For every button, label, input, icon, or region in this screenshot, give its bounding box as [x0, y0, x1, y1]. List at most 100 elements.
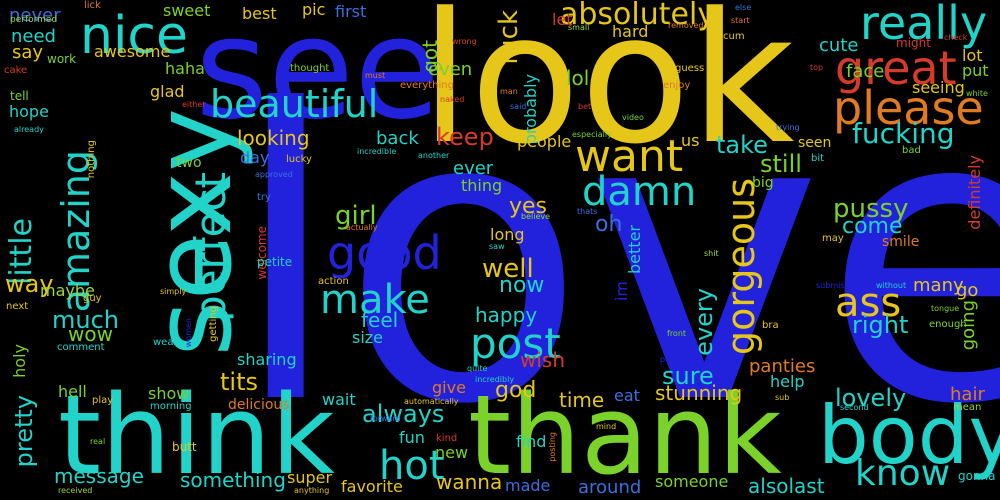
cloud-word: lovely	[835, 384, 907, 412]
cloud-word: sure	[662, 362, 714, 390]
cloud-word: ever	[453, 158, 494, 179]
cloud-word: take	[716, 131, 768, 159]
cloud-word: many	[913, 275, 964, 296]
cloud-word: play	[92, 395, 114, 406]
cloud-word: work	[47, 52, 77, 66]
cloud-word: women	[184, 318, 193, 348]
cloud-word: im	[612, 281, 631, 302]
cloud-word: come	[842, 214, 903, 239]
cloud-word: message	[54, 464, 144, 488]
cloud-word: want	[575, 131, 684, 182]
cloud-word: thing	[461, 176, 503, 195]
cloud-word: incredible	[357, 147, 397, 156]
cloud-word: must	[365, 71, 386, 80]
cloud-word: please	[833, 81, 984, 135]
cloud-word: white	[966, 89, 988, 98]
cloud-word: perfect	[186, 172, 235, 322]
cloud-word: glad	[150, 82, 185, 101]
cloud-word: submission	[816, 281, 861, 290]
cloud-word: video	[622, 113, 644, 122]
cloud-word: stunning	[655, 381, 743, 405]
cloud-word: especially	[572, 130, 612, 139]
cloud-word: getting	[208, 306, 219, 342]
cloud-word: great	[835, 41, 957, 95]
cloud-word: still	[760, 150, 802, 178]
cloud-word: front	[667, 329, 687, 338]
cloud-word: everything	[400, 80, 454, 91]
cloud-word: seen	[798, 135, 832, 151]
cloud-word: around	[578, 477, 642, 498]
cloud-word: keep	[436, 123, 494, 151]
cloud-word: thought	[290, 63, 330, 74]
cloud-word: bit	[811, 153, 825, 164]
cloud-word: action	[318, 276, 349, 287]
cloud-word: nice	[80, 6, 188, 66]
cloud-word: see	[195, 0, 441, 151]
cloud-word: else	[735, 3, 752, 12]
cloud-word: think	[58, 371, 335, 499]
cloud-word: fucking	[852, 117, 955, 150]
cloud-word: now	[499, 273, 545, 298]
cloud-word: picture	[707, 84, 716, 112]
cloud-word: feel	[361, 308, 399, 332]
cloud-word: wait	[322, 390, 356, 409]
cloud-word: alsolast	[748, 474, 825, 498]
cloud-word: already	[14, 125, 44, 134]
cloud-word: lucky	[286, 154, 312, 165]
cloud-word: anything	[294, 486, 330, 495]
cloud-word: look	[420, 0, 795, 184]
cloud-word: tell	[10, 89, 29, 103]
cloud-word: fuck	[494, 10, 524, 65]
cloud-word: never	[9, 5, 61, 26]
cloud-word: fun	[399, 428, 425, 447]
cloud-word: saw	[489, 242, 505, 251]
cloud-word: wrong	[452, 37, 477, 46]
cloud-word: next	[6, 301, 29, 312]
cloud-word: definitely	[965, 155, 984, 230]
cloud-word: long	[490, 225, 525, 244]
cloud-word: comment	[57, 342, 105, 353]
cloud-word: automatically	[404, 397, 459, 406]
cloud-word: smile	[882, 234, 920, 250]
cloud-word: cake	[4, 65, 28, 76]
cloud-word: quite	[467, 364, 488, 373]
cloud-word: body	[818, 389, 1000, 482]
cloud-word: wear	[153, 337, 178, 348]
cloud-word: butt	[172, 440, 197, 454]
cloud-word: put	[962, 61, 989, 80]
cloud-word: awesome	[94, 42, 171, 61]
cloud-word: time	[559, 388, 605, 412]
cloud-word: find	[516, 432, 547, 451]
cloud-word: happy	[475, 303, 538, 327]
cloud-word: shit	[704, 249, 719, 258]
cloud-word: size	[352, 328, 384, 347]
cloud-word: tits	[220, 368, 258, 396]
cloud-word: beautiful	[210, 82, 379, 126]
cloud-word: eat	[614, 386, 640, 405]
cloud-word: perfection	[660, 355, 701, 364]
cloud-word: post	[470, 319, 561, 368]
cloud-word: hell	[58, 382, 87, 401]
cloud-word: face	[846, 61, 885, 82]
cloud-word: make	[320, 277, 430, 323]
cloud-word: absolutely	[560, 0, 716, 32]
cloud-word: start	[731, 16, 750, 25]
cloud-word: may	[822, 233, 844, 244]
cloud-word: cute	[819, 35, 859, 56]
cloud-word: hair	[950, 384, 985, 405]
cloud-word: real	[90, 437, 106, 446]
cloud-word: received	[58, 486, 93, 495]
cloud-word: naked	[440, 95, 465, 104]
cloud-word: guess	[675, 63, 705, 74]
cloud-word: yes	[509, 194, 548, 219]
cloud-word: give	[432, 378, 466, 397]
cloud-word: wow	[68, 322, 113, 346]
cloud-word: petite	[257, 255, 293, 269]
cloud-word: delicious	[228, 397, 290, 413]
cloud-word: simply	[160, 287, 187, 296]
cloud-word: two	[176, 155, 202, 171]
cloud-word: guy	[83, 293, 102, 304]
cloud-word: even	[428, 59, 473, 80]
cloud-word: panties	[749, 356, 816, 377]
